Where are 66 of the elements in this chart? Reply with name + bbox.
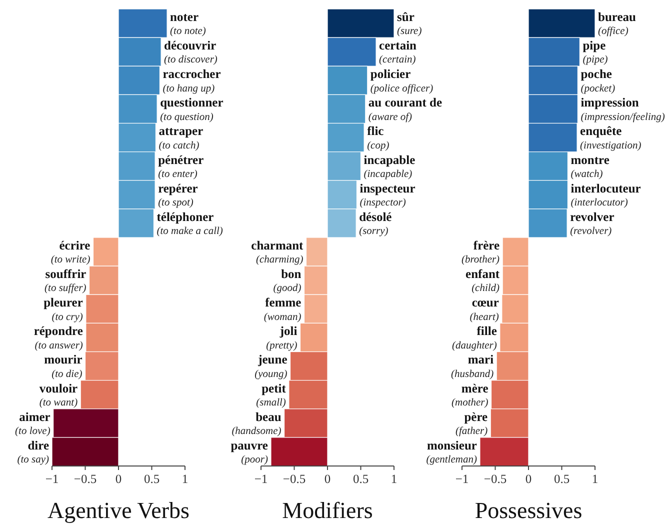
x-axis-title: Agentive Verbs	[47, 498, 190, 523]
y-tick-label: questionner (to question)	[160, 96, 224, 123]
x-tick-label: 1	[592, 472, 598, 486]
y-tick-label: mari (husband)	[450, 352, 494, 380]
y-tick-label: père (father)	[456, 410, 488, 438]
y-tick-label: joli (pretty)	[266, 324, 298, 352]
x-tick-label: −1	[254, 472, 268, 486]
y-tick-label: sûr (sure)	[397, 10, 422, 38]
y-tick-label: interlocuteur (interlocutor)	[570, 181, 642, 209]
x-tick-label: 0.5	[144, 472, 160, 486]
y-tick-label: mère (mother)	[452, 381, 489, 408]
y-tick-label: enquête (investigation)	[580, 124, 642, 152]
y-tick-label: petit (small)	[256, 381, 287, 408]
x-tick-label: 0	[115, 472, 122, 486]
y-tick-label: répondre (to answer)	[34, 324, 84, 352]
y-tick-label: incapable (incapable)	[364, 152, 416, 180]
y-tick-label: jeune (young)	[254, 352, 288, 380]
y-tick-label: mourir (to die)	[44, 352, 83, 380]
x-tick-label: −0.5	[74, 472, 97, 486]
x-tick-label: 1	[390, 472, 398, 486]
y-tick-label: charmant (charming)	[251, 238, 304, 266]
y-tick-label: fille (daughter)	[452, 324, 498, 352]
x-tick-label: 0	[525, 472, 532, 486]
x-axis-title: Modifiers	[282, 498, 373, 523]
y-tick-label: aimer (to love)	[15, 410, 51, 438]
y-tick-label: flic (cop)	[367, 124, 390, 152]
y-tick-label: découvrir (to discover)	[164, 38, 218, 66]
y-tick-label: poche (pocket)	[580, 67, 616, 94]
y-tick-label: raccrocher (to hang up)	[162, 67, 222, 94]
x-tick-label: −1	[45, 472, 59, 486]
y-tick-label: pleurer (to cry)	[44, 296, 84, 323]
y-tick-label: attraper (to catch)	[158, 124, 204, 152]
x-tick-label: −0.5	[282, 472, 306, 486]
y-tick-label: souffrir (to suffer)	[44, 267, 87, 294]
x-tick-label: 0.5	[554, 472, 570, 486]
y-tick-label: certain (certain)	[379, 38, 417, 66]
y-tick-label: frère (brother)	[461, 238, 500, 266]
x-tick-label: 0.5	[352, 472, 369, 486]
y-tick-label: enfant (child)	[466, 267, 500, 294]
y-tick-label: vouloir (to want)	[39, 381, 78, 408]
y-tick-label: impression (impression/feeling)	[580, 96, 666, 123]
y-tick-label: montre (watch)	[570, 152, 610, 180]
y-tick-label: bureau (office)	[598, 10, 636, 38]
y-tick-label: désolé (sorry)	[359, 210, 392, 238]
y-tick-label: monsieur (gentleman)	[426, 438, 478, 466]
y-tick-label: bon (good)	[273, 267, 302, 294]
y-tick-label: écrire (to write)	[50, 238, 91, 266]
x-tick-label: 1	[182, 472, 188, 486]
y-tick-label: inspecteur (inspector)	[360, 181, 416, 209]
x-tick-label: 0	[324, 472, 331, 486]
y-tick-label: pipe (pipe)	[582, 38, 608, 66]
y-tick-label: pénétrer (to enter)	[158, 152, 204, 180]
y-tick-label: femme (woman)	[264, 296, 302, 323]
y-tick-label: policier (police officer)	[370, 67, 434, 94]
y-tick-label: téléphoner (to make a call)	[156, 210, 224, 238]
x-tick-label: −1	[455, 472, 469, 486]
y-tick-label: dire (to say)	[17, 438, 50, 466]
y-tick-label: au courant de (aware of)	[368, 96, 442, 123]
y-tick-label: revolver (revolver)	[570, 210, 615, 238]
y-tick-label: noter (to note)	[170, 10, 206, 38]
x-tick-label: −0.5	[484, 472, 507, 486]
y-tick-label: repérer (to spot)	[158, 181, 198, 209]
y-tick-label: cœur (heart)	[470, 296, 500, 323]
x-axis-title: Possessives	[474, 498, 582, 523]
y-tick-label: pauvre (poor)	[230, 438, 268, 466]
y-tick-label: beau (handsome)	[232, 410, 282, 438]
